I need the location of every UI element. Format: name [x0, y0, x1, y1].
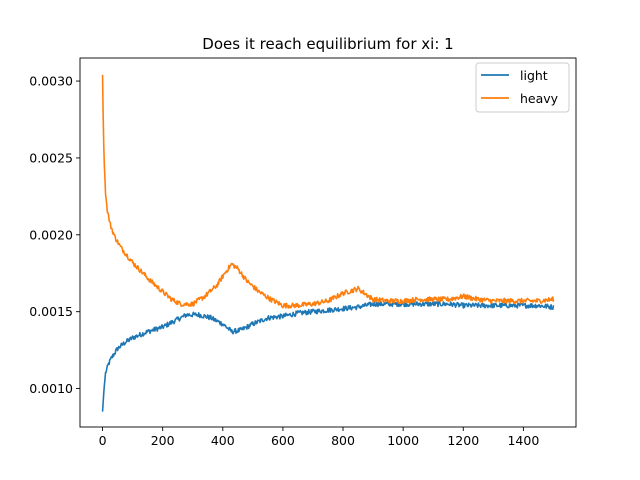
y-axis: 0.0010 0.0015 0.0020 0.0025 0.0030	[29, 74, 80, 396]
x-tick-label: 0	[99, 433, 107, 448]
x-tick-label: 600	[271, 433, 295, 448]
x-tick-label: 800	[331, 433, 355, 448]
y-tick-label: 0.0010	[29, 381, 73, 396]
axes-frame	[79, 57, 577, 428]
legend-label-light: light	[520, 68, 548, 83]
y-tick-label: 0.0020	[29, 227, 73, 242]
legend: light heavy	[475, 62, 570, 113]
x-tick-label: 1200	[447, 433, 479, 448]
y-tick-label: 0.0030	[29, 74, 73, 89]
x-tick-label: 1000	[387, 433, 419, 448]
x-axis: 0 200 400 600 800 1000 1200 1400	[99, 427, 539, 448]
x-tick-label: 1400	[507, 433, 539, 448]
legend-label-heavy: heavy	[520, 91, 559, 106]
plot-layer	[101, 74, 555, 412]
x-tick-label: 200	[151, 433, 175, 448]
y-tick-label: 0.0025	[29, 150, 73, 165]
series-line-light	[101, 300, 555, 412]
chart-title: Does it reach equilibrium for xi: 1	[202, 35, 453, 53]
y-tick-label: 0.0015	[29, 304, 73, 319]
series-line-heavy	[101, 74, 555, 309]
x-tick-label: 400	[211, 433, 235, 448]
